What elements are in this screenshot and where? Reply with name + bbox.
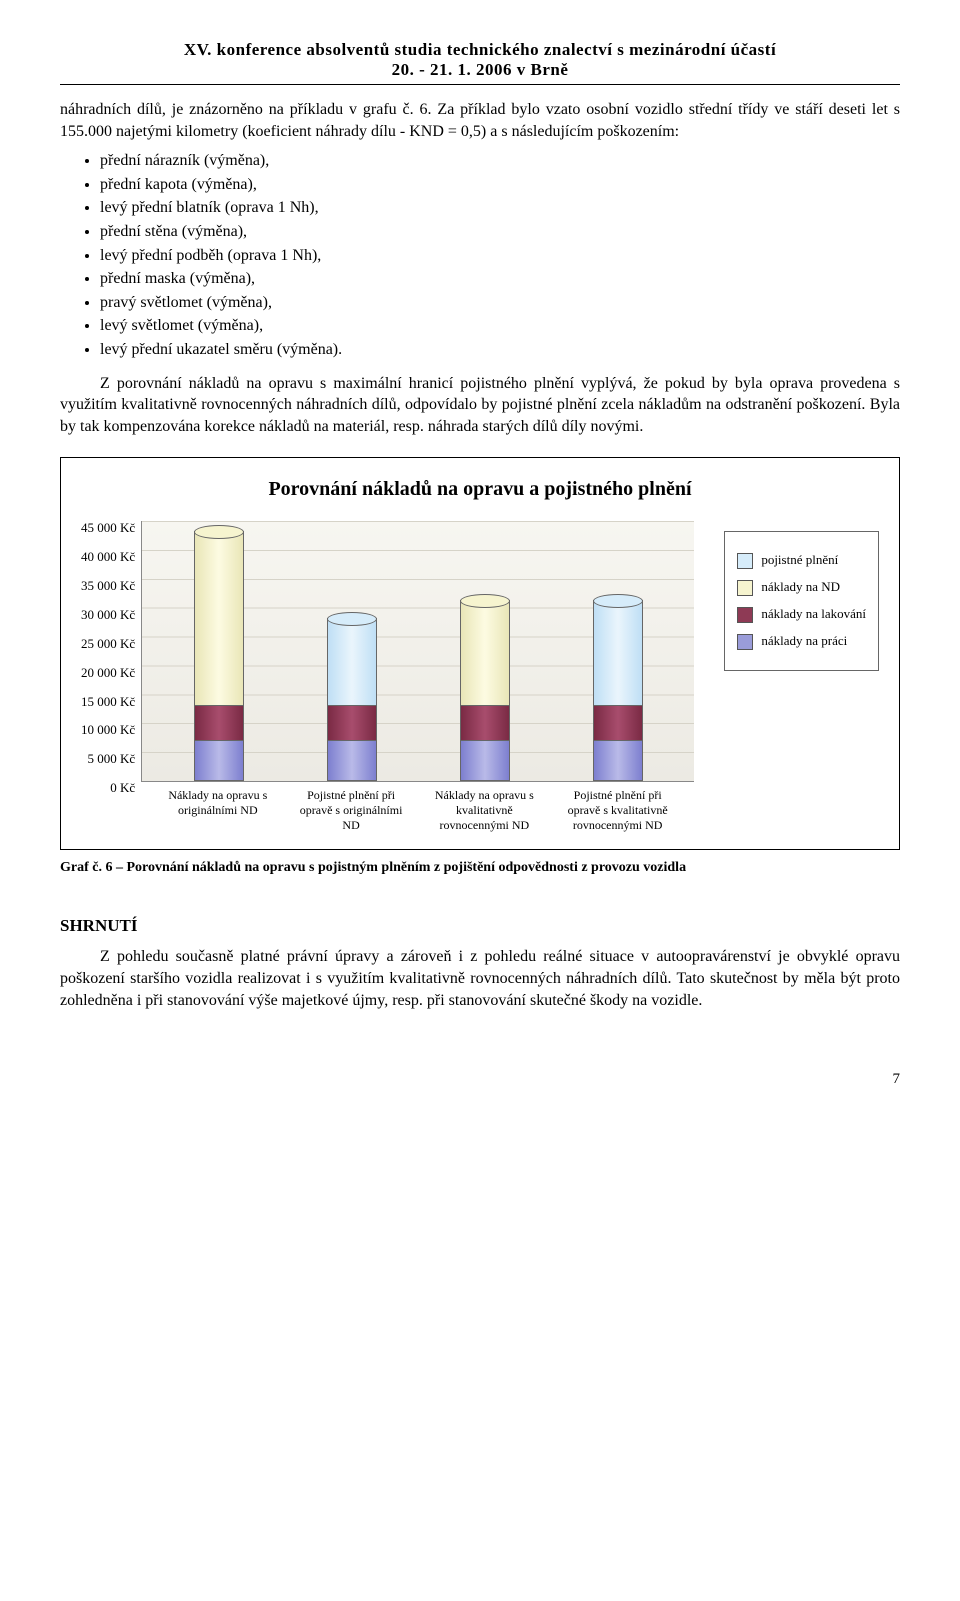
- legend-item: náklady na lakování: [737, 606, 866, 623]
- chart-plot: [141, 521, 694, 782]
- legend-item: náklady na práci: [737, 633, 866, 650]
- bar-segment-lak: [594, 705, 642, 740]
- chart-title: Porovnání nákladů na opravu a pojistného…: [81, 478, 879, 501]
- header-line2: 20. - 21. 1. 2006 v Brně: [60, 60, 900, 80]
- chart-bar: [593, 600, 643, 781]
- page-header: XV. konference absolventů studia technic…: [60, 40, 900, 85]
- chart-bar: [194, 531, 244, 781]
- bar-segment-lak: [195, 705, 243, 740]
- legend-label: náklady na ND: [761, 579, 840, 595]
- bar-segment-lak: [328, 705, 376, 740]
- header-line1: XV. konference absolventů studia technic…: [184, 40, 776, 59]
- chart-container: Porovnání nákladů na opravu a pojistného…: [60, 457, 900, 850]
- damage-list-item: levý přední podběh (oprava 1 Nh),: [100, 245, 900, 267]
- x-tick-label: Pojistné plnění při opravě s kvalitativn…: [558, 788, 678, 833]
- page-number: 7: [60, 1071, 900, 1088]
- bar-segment-nd: [195, 532, 243, 705]
- x-tick-label: Náklady na opravu s originálními ND: [158, 788, 278, 833]
- x-axis-labels: Náklady na opravu s originálními ND Pojis…: [141, 782, 694, 833]
- legend-item: náklady na ND: [737, 579, 866, 596]
- damage-list-item: přední maska (výměna),: [100, 268, 900, 290]
- summary-heading: SHRNUTÍ: [60, 916, 900, 936]
- chart-caption: Graf č. 6 – Porovnání nákladů na opravu …: [60, 860, 900, 876]
- bar-segment-nd: [461, 601, 509, 705]
- legend-item: pojistné plnění: [737, 552, 866, 569]
- bar-segment-prace: [461, 740, 509, 780]
- legend-swatch: [737, 580, 753, 596]
- damage-list-item: přední nárazník (výměna),: [100, 150, 900, 172]
- analysis-paragraph: Z porovnání nákladů na opravu s maximáln…: [60, 373, 900, 438]
- intro-paragraph: náhradních dílů, je znázorněno na příkla…: [60, 99, 900, 142]
- legend-label: náklady na lakování: [761, 606, 866, 622]
- damage-list-item: levý světlomet (výměna),: [100, 315, 900, 337]
- damage-list-item: levý přední ukazatel směru (výměna).: [100, 339, 900, 361]
- bar-segment-prace: [328, 740, 376, 780]
- summary-paragraph: Z pohledu současně platné právní úpravy …: [60, 946, 900, 1011]
- chart-legend: pojistné plnění náklady na ND náklady na l…: [724, 531, 879, 671]
- damage-list-item: pravý světlomet (výměna),: [100, 292, 900, 314]
- chart-bar: [460, 600, 510, 781]
- bar-segment-prace: [195, 740, 243, 780]
- bar-cap: [327, 612, 377, 626]
- bar-segment-prace: [594, 740, 642, 780]
- legend-swatch: [737, 607, 753, 623]
- damage-list-item: přední kapota (výměna),: [100, 174, 900, 196]
- bar-segment-plneni: [328, 619, 376, 706]
- legend-swatch: [737, 634, 753, 650]
- x-tick-label: Náklady na opravu s kvalitativně rovnoce…: [424, 788, 544, 833]
- x-tick-label: Pojistné plnění při opravě s originálním…: [291, 788, 411, 833]
- legend-swatch: [737, 553, 753, 569]
- y-axis: 45 000 Kč40 000 Kč35 000 Kč30 000 Kč25 0…: [81, 521, 141, 781]
- damage-list-item: přední stěna (výměna),: [100, 221, 900, 243]
- bar-cap: [194, 525, 244, 539]
- bar-segment-lak: [461, 705, 509, 740]
- bar-segment-plneni: [594, 601, 642, 705]
- legend-label: pojistné plnění: [761, 552, 838, 568]
- chart-bar: [327, 618, 377, 782]
- legend-label: náklady na práci: [761, 633, 847, 649]
- damage-list-item: levý přední blatník (oprava 1 Nh),: [100, 197, 900, 219]
- damage-list: přední nárazník (výměna),přední kapota (…: [100, 150, 900, 360]
